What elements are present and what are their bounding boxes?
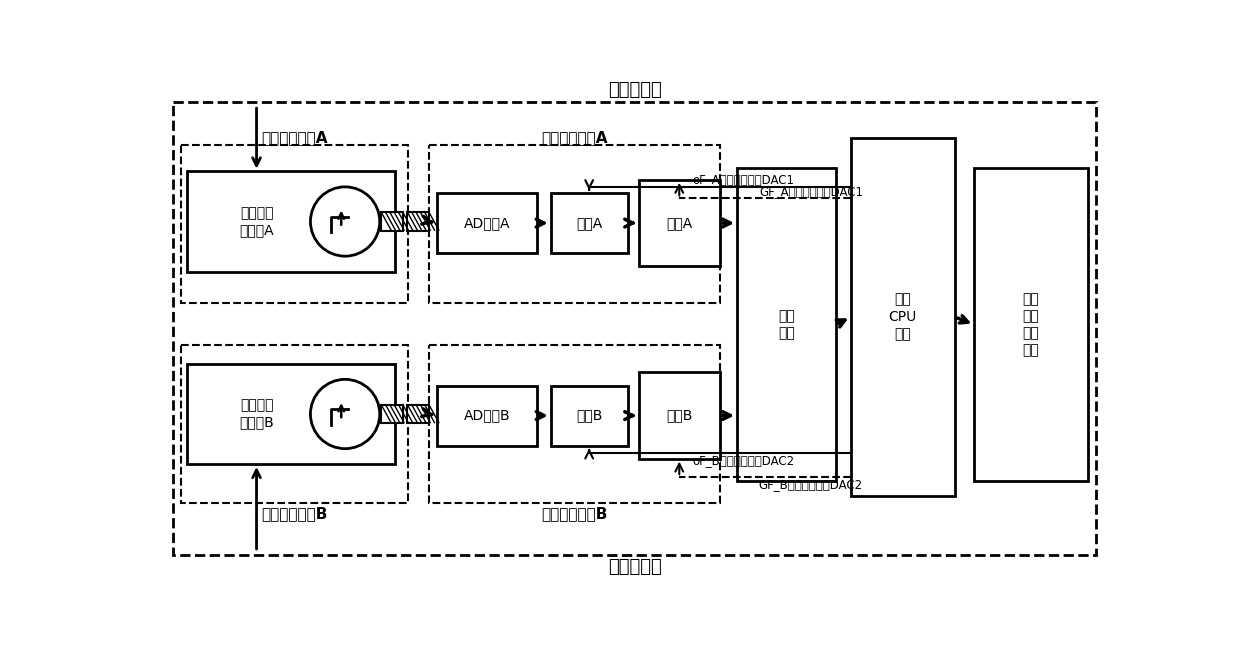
Text: AD采集B: AD采集B [463,408,510,422]
Bar [639,373,720,459]
Text: 信号接收通道B: 信号接收通道B [541,506,608,521]
Bar [436,193,536,253]
Text: 数据
处理: 数据 处理 [778,309,794,340]
Bar [737,169,835,481]
Bar [550,386,628,446]
Bar [429,346,720,503]
Bar [181,145,408,303]
Bar [187,171,395,271]
Text: 阶跃脉冲
信号源A: 阶跃脉冲 信号源A [239,206,274,237]
Bar [550,193,628,253]
Text: 信号产生通道A: 信号产生通道A [261,130,327,145]
Text: oF_A反馈调整偏置DAC1: oF_A反馈调整偏置DAC1 [693,173,794,187]
Bar [408,405,429,423]
Text: 阶跃脉冲
信号源B: 阶跃脉冲 信号源B [239,399,274,430]
Text: 增益B: 增益B [667,408,693,422]
Text: 偏置B: 偏置B [576,408,602,422]
Bar [851,138,955,496]
Text: GF_A反馈调整增益DAC1: GF_A反馈调整增益DAC1 [760,185,862,198]
Bar [436,386,536,446]
Text: 底层
CPU
控制: 底层 CPU 控制 [888,293,917,341]
Bar [408,213,429,231]
Text: AD采集A: AD采集A [463,216,510,230]
Text: 控制、触发: 控制、触发 [607,558,662,576]
Bar [429,145,720,303]
Bar [382,405,403,423]
Text: 偏置A: 偏置A [576,216,602,230]
Text: 信号接收通道A: 信号接收通道A [541,130,608,145]
Text: 增益A: 增益A [667,216,693,230]
Text: oF_B反馈调整偏置DAC2: oF_B反馈调整偏置DAC2 [693,453,794,466]
Text: GF_B反馈调整增益DAC2: GF_B反馈调整增益DAC2 [758,477,864,490]
Bar [639,180,720,266]
Bar [974,169,1088,481]
Bar [382,213,403,231]
Bar [181,346,408,503]
Text: 控制、触发: 控制、触发 [607,81,662,99]
Text: 信号产生通道B: 信号产生通道B [261,506,327,521]
Bar [187,364,395,464]
Text: 上层
软件
处理
显示: 上层 软件 处理 显示 [1022,292,1040,358]
